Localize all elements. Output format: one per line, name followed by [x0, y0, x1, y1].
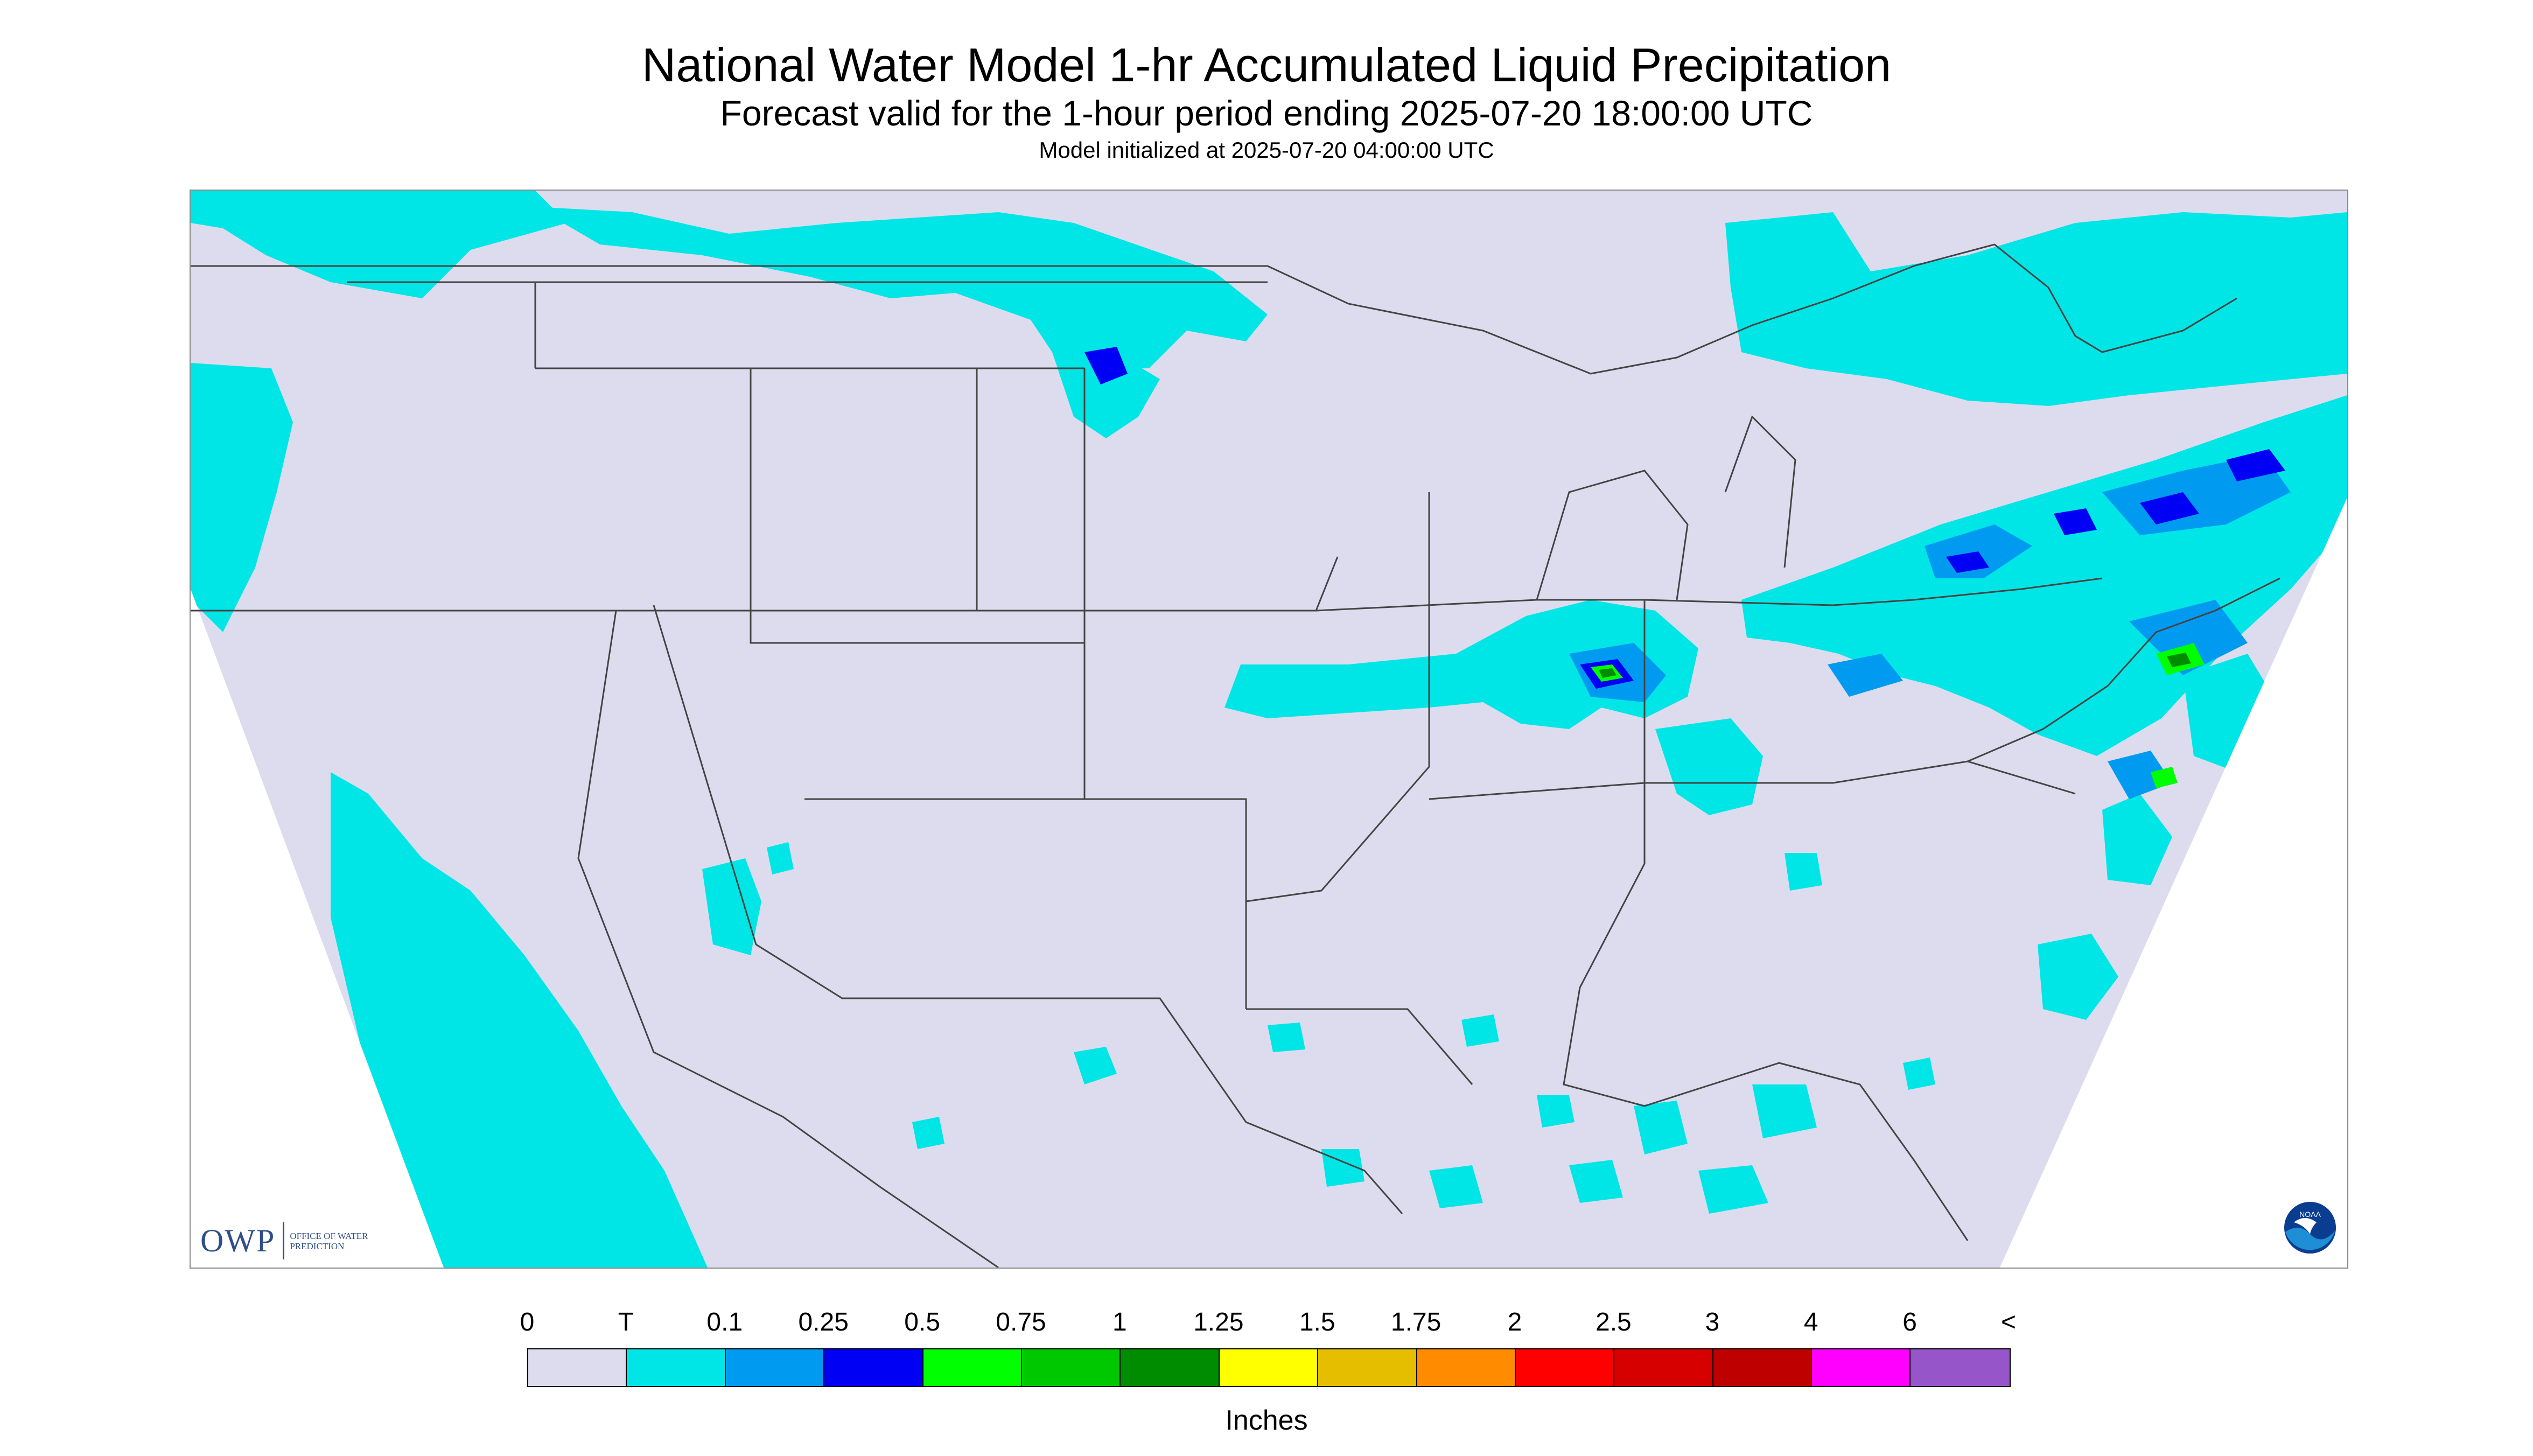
- colorbar-swatch: [1021, 1349, 1121, 1386]
- colorbar-swatch: [1318, 1349, 1417, 1386]
- noaa-emblem-icon: NOAA: [2284, 1202, 2336, 1254]
- legend-tick-label: 2: [1507, 1308, 1522, 1336]
- colorbar-swatch: [1812, 1349, 1911, 1386]
- colorbar-swatch: [528, 1349, 627, 1386]
- colorbar-swatch: [1121, 1349, 1220, 1386]
- legend-tick-label: 2.5: [1596, 1308, 1632, 1336]
- map-canvas: [191, 191, 2347, 1268]
- precipitation-map: [190, 190, 2348, 1269]
- model-domain: [191, 191, 2347, 1268]
- colorbar-swatch: [1614, 1349, 1713, 1386]
- colorbar-swatch: [1417, 1349, 1516, 1386]
- colorbar-swatch: [1515, 1349, 1615, 1386]
- colorbar-swatch: [725, 1349, 825, 1386]
- legend-tick-label: 3: [1705, 1308, 1720, 1336]
- owp-logo: OWP OFFICE OF WATER PREDICTION: [200, 1222, 376, 1259]
- owp-logo-full: OFFICE OF WATER PREDICTION: [290, 1230, 368, 1251]
- colorbar-swatch: [1713, 1349, 1813, 1386]
- legend-tick-label: 1.75: [1390, 1308, 1442, 1336]
- owp-logo-abbr: OWP: [200, 1222, 285, 1259]
- colorbar-swatch: [627, 1349, 726, 1386]
- legend-tick-label: 6: [1902, 1308, 1917, 1336]
- colorbar-swatch: [1219, 1349, 1319, 1386]
- legend-tick-label: <: [2000, 1308, 2017, 1336]
- colorbar-swatch: [1911, 1349, 2010, 1386]
- legend-tick-label: 1.5: [1299, 1308, 1335, 1336]
- legend-tick-label: 0.5: [904, 1308, 940, 1336]
- colorbar-swatch: [824, 1349, 923, 1386]
- political-boundaries: [191, 243, 2280, 1268]
- noaa-logo: NOAA: [2283, 1201, 2337, 1257]
- noaa-logo-text: NOAA: [2299, 1210, 2321, 1219]
- legend-tick-label: 0.25: [798, 1308, 849, 1336]
- forecast-valid-subtitle: Forecast valid for the 1-hour period end…: [720, 93, 1813, 133]
- legend-tick-label: 4: [1803, 1308, 1818, 1336]
- precipitation-colorbar: [527, 1348, 2011, 1387]
- legend-units: Inches: [1225, 1405, 1308, 1436]
- legend-tick-label: 0.75: [996, 1308, 1046, 1336]
- colorbar-swatch: [923, 1349, 1022, 1386]
- precip-1-areas: [1599, 653, 2191, 678]
- legend-tick-label: 1.25: [1193, 1308, 1244, 1336]
- map-title: National Water Model 1-hr Accumulated Li…: [641, 38, 1892, 92]
- legend-tick-label: T: [618, 1308, 634, 1336]
- legend-tick-label: 0: [520, 1308, 535, 1336]
- model-init-line: Model initialized at 2025-07-20 04:00:00…: [1039, 137, 1494, 163]
- precipitation-field: [191, 191, 2347, 1268]
- legend-tick-label: 1: [1112, 1308, 1127, 1336]
- legend-tick-label: 0.1: [706, 1308, 743, 1336]
